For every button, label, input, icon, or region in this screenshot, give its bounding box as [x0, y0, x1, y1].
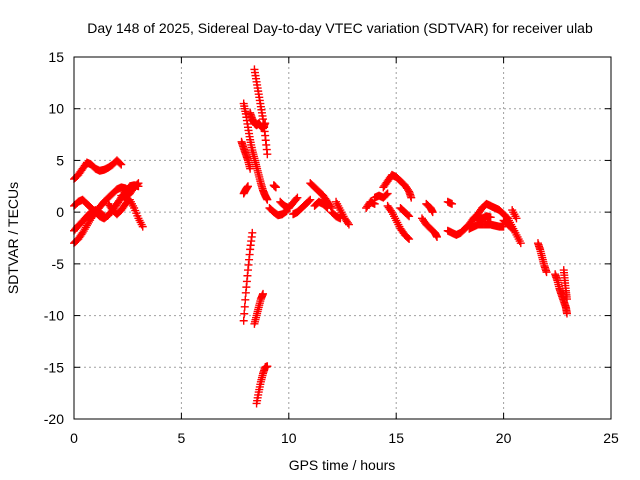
data-point	[263, 362, 272, 371]
data-point	[562, 295, 571, 304]
data-point	[305, 196, 314, 205]
data-point	[404, 211, 413, 220]
data-point	[240, 302, 249, 311]
data-point	[486, 213, 495, 222]
y-tick-label: 15	[48, 49, 64, 65]
data-point	[134, 179, 143, 188]
data-point	[293, 193, 302, 202]
data-point	[263, 195, 272, 204]
data-point	[116, 159, 125, 168]
data-point	[433, 232, 442, 241]
y-tick-label: -10	[44, 308, 64, 324]
x-tick-label: 0	[70, 430, 78, 446]
data-point	[428, 208, 437, 217]
x-tick-label: 20	[496, 430, 512, 446]
x-tick-label: 15	[388, 430, 404, 446]
data-point	[383, 189, 392, 198]
data-point	[259, 289, 268, 298]
data-point	[306, 195, 315, 204]
x-tick-label: 25	[603, 430, 619, 446]
data-point	[407, 193, 416, 202]
data-point	[138, 222, 147, 231]
data-point	[243, 182, 252, 191]
chart-title: Day 148 of 2025, Sidereal Day-to-day VTE…	[87, 20, 593, 36]
data-point	[542, 268, 551, 277]
data-point	[117, 160, 126, 169]
data-point	[336, 214, 345, 223]
y-tick-label: -20	[44, 411, 64, 427]
data-point	[263, 150, 272, 159]
data-point	[448, 199, 457, 208]
data-point	[516, 239, 525, 248]
data-point	[98, 211, 107, 220]
data-point	[292, 194, 301, 203]
grid	[74, 57, 611, 419]
data-point	[261, 119, 270, 128]
data-point	[241, 295, 250, 304]
y-tick-label: -15	[44, 359, 64, 375]
data-point	[405, 212, 414, 221]
data-point	[562, 309, 571, 318]
data-point	[240, 309, 249, 318]
data-point	[512, 214, 521, 223]
data-point	[246, 164, 255, 173]
data-point	[100, 212, 109, 221]
data-point	[133, 180, 142, 189]
x-tick-label: 5	[178, 430, 186, 446]
data-point	[241, 288, 250, 297]
x-tick-label: 10	[281, 430, 297, 446]
data-point	[322, 202, 331, 211]
y-axis-label: SDTVAR / TECUs	[5, 182, 21, 294]
y-tick-label: -5	[52, 256, 65, 272]
data-point	[344, 220, 353, 229]
data-point	[239, 316, 248, 325]
data-point	[404, 234, 413, 242]
data-point	[323, 204, 332, 213]
data-point	[271, 183, 280, 192]
data-point	[343, 219, 352, 228]
x-axis-label: GPS time / hours	[289, 457, 396, 473]
y-tick-label: 5	[56, 152, 64, 168]
plot-border	[73, 56, 612, 420]
y-tick-label: 0	[56, 204, 64, 220]
axis-ticks: 0 5 10 15 20 25 -20 -15 -10 -5 0 5 10 15	[44, 49, 619, 446]
data-point	[382, 190, 391, 199]
data-points	[70, 65, 571, 408]
data-point	[405, 235, 414, 244]
y-tick-label: 10	[48, 101, 64, 117]
